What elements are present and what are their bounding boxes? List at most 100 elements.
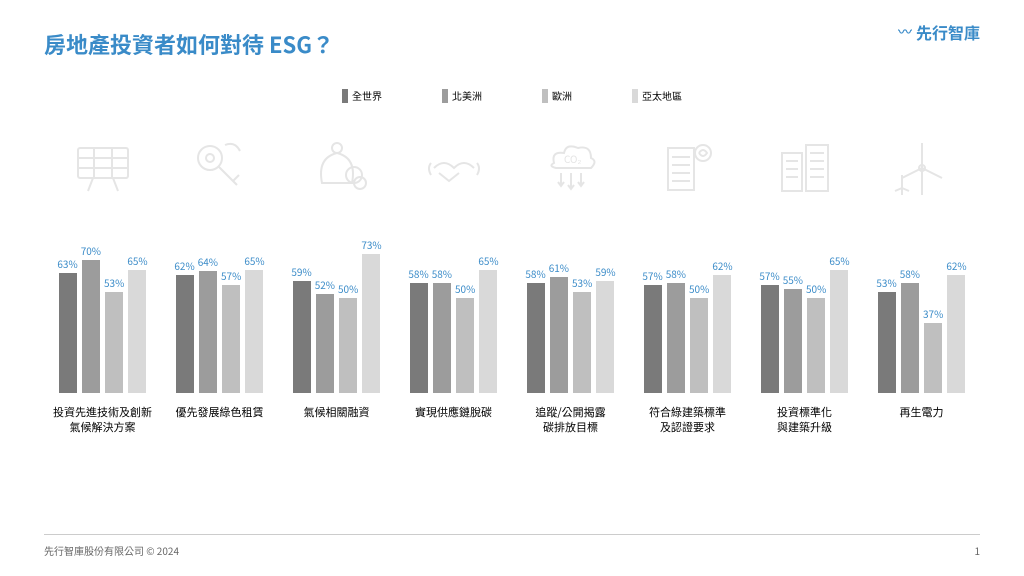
bar <box>527 283 545 393</box>
bar-value-label: 50% <box>806 281 826 296</box>
copyright: 先行智庫股份有限公司 © 2024 <box>44 543 179 558</box>
bar-value-label: 57% <box>221 268 241 283</box>
bar-wrap: 50% <box>689 281 709 393</box>
legend-item: 歐洲 <box>542 88 572 103</box>
chart-group: 59%52%50%73%氣候相關融資 <box>278 113 395 443</box>
bar <box>362 254 380 393</box>
chart-group: 57%55%50%65%投資標準化與建築升級 <box>746 113 863 443</box>
bar-wrap: 73% <box>361 237 381 393</box>
bar-wrap: 59% <box>595 264 615 393</box>
bar-value-label: 61% <box>549 260 569 275</box>
brand-icon: 〰 <box>898 22 910 42</box>
legend: 全世界北美洲歐洲亞太地區 <box>44 88 980 103</box>
legend-label: 歐洲 <box>552 88 572 103</box>
bar <box>433 283 451 393</box>
bar <box>830 270 848 394</box>
bar-wrap: 37% <box>923 306 943 393</box>
bar-value-label: 57% <box>642 268 662 283</box>
bar-wrap: 57% <box>642 268 662 393</box>
brand-logo: 〰 先行智庫 <box>898 20 980 44</box>
category-label: 投資先進技術及創新氣候解決方案 <box>53 405 152 437</box>
hands-icon <box>395 113 512 203</box>
bar-wrap: 50% <box>338 281 358 393</box>
bar-value-label: 58% <box>432 266 452 281</box>
page-title: 房地產投資者如何對待 ESG？ <box>44 28 980 60</box>
bar-value-label: 50% <box>689 281 709 296</box>
category-label: 實現供應鏈脫碳 <box>415 405 492 437</box>
bar-wrap: 58% <box>525 266 545 393</box>
cert-icon <box>629 113 746 203</box>
bar-value-label: 50% <box>338 281 358 296</box>
money-icon <box>278 113 395 203</box>
bar-value-label: 58% <box>525 266 545 281</box>
bar <box>456 298 474 393</box>
bar-value-label: 70% <box>81 243 101 258</box>
bar-value-label: 37% <box>923 306 943 321</box>
bar-wrap: 65% <box>829 253 849 394</box>
bar-wrap: 58% <box>900 266 920 393</box>
bar-value-label: 52% <box>315 277 335 292</box>
bar-wrap: 53% <box>572 275 592 393</box>
bar-wrap: 57% <box>759 268 779 393</box>
bar-value-label: 53% <box>104 275 124 290</box>
bar <box>761 285 779 393</box>
bar-wrap: 58% <box>408 266 428 393</box>
bar-wrap: 50% <box>455 281 475 393</box>
bar-wrap: 55% <box>783 272 803 394</box>
bar-wrap: 65% <box>127 253 147 394</box>
chart-group: 63%70%53%65%投資先進技術及創新氣候解決方案 <box>44 113 161 443</box>
legend-swatch <box>632 89 638 103</box>
bar-wrap: 59% <box>291 264 311 393</box>
legend-swatch <box>342 89 348 103</box>
legend-item: 北美洲 <box>442 88 482 103</box>
bar-value-label: 50% <box>455 281 475 296</box>
bar <box>293 281 311 393</box>
bar <box>82 260 100 393</box>
solar-icon <box>44 113 161 203</box>
bar <box>176 275 194 393</box>
bar-wrap: 53% <box>104 275 124 393</box>
bar-wrap: 62% <box>174 258 194 393</box>
bar-value-label: 62% <box>174 258 194 273</box>
category-label: 優先發展綠色租賃 <box>176 405 264 437</box>
bar <box>339 298 357 393</box>
bar-wrap: 64% <box>198 254 218 393</box>
brand-text: 先行智庫 <box>916 20 980 44</box>
bar-cluster: 59% 52%50% 73% <box>278 203 395 393</box>
chart-group: 57%58%50%62% 符合綠建築標準及認證要求 <box>629 113 746 443</box>
bar-value-label: 55% <box>783 272 803 287</box>
chart-group: CO₂58%61%53%59%追蹤/公開揭露碳排放目標 <box>512 113 629 443</box>
bar-cluster: 58% 61%53%59% <box>512 203 629 393</box>
bar <box>807 298 825 393</box>
bar-value-label: 53% <box>572 275 592 290</box>
legend-label: 北美洲 <box>452 88 482 103</box>
bar-wrap: 62% <box>946 258 966 393</box>
bar-cluster: 62%64%57%65% <box>161 203 278 393</box>
bar-cluster: 53%58%37%62% <box>863 203 980 393</box>
legend-item: 全世界 <box>342 88 382 103</box>
bar-wrap: 61% <box>549 260 569 393</box>
bar-value-label: 65% <box>127 253 147 268</box>
bar <box>479 270 497 394</box>
wind-icon <box>863 113 980 203</box>
category-label: 符合綠建築標準及認證要求 <box>649 405 726 437</box>
bar-wrap: 62% <box>712 258 732 393</box>
category-label: 再生電力 <box>900 405 944 437</box>
bar-value-label: 73% <box>361 237 381 252</box>
bar <box>644 285 662 393</box>
bar-cluster: 57%58%50%62% <box>629 203 746 393</box>
bar-wrap: 50% <box>806 281 826 393</box>
upgrade-icon <box>746 113 863 203</box>
svg-text:CO₂: CO₂ <box>564 151 581 166</box>
bar-value-label: 62% <box>712 258 732 273</box>
bar <box>59 273 77 393</box>
bar-value-label: 59% <box>595 264 615 279</box>
bar-wrap: 58% <box>432 266 452 393</box>
co2-icon: CO₂ <box>512 113 629 203</box>
bar-value-label: 58% <box>408 266 428 281</box>
bar-value-label: 58% <box>900 266 920 281</box>
bar <box>550 277 568 393</box>
bar <box>105 292 123 393</box>
bar-value-label: 64% <box>198 254 218 269</box>
bar <box>222 285 240 393</box>
